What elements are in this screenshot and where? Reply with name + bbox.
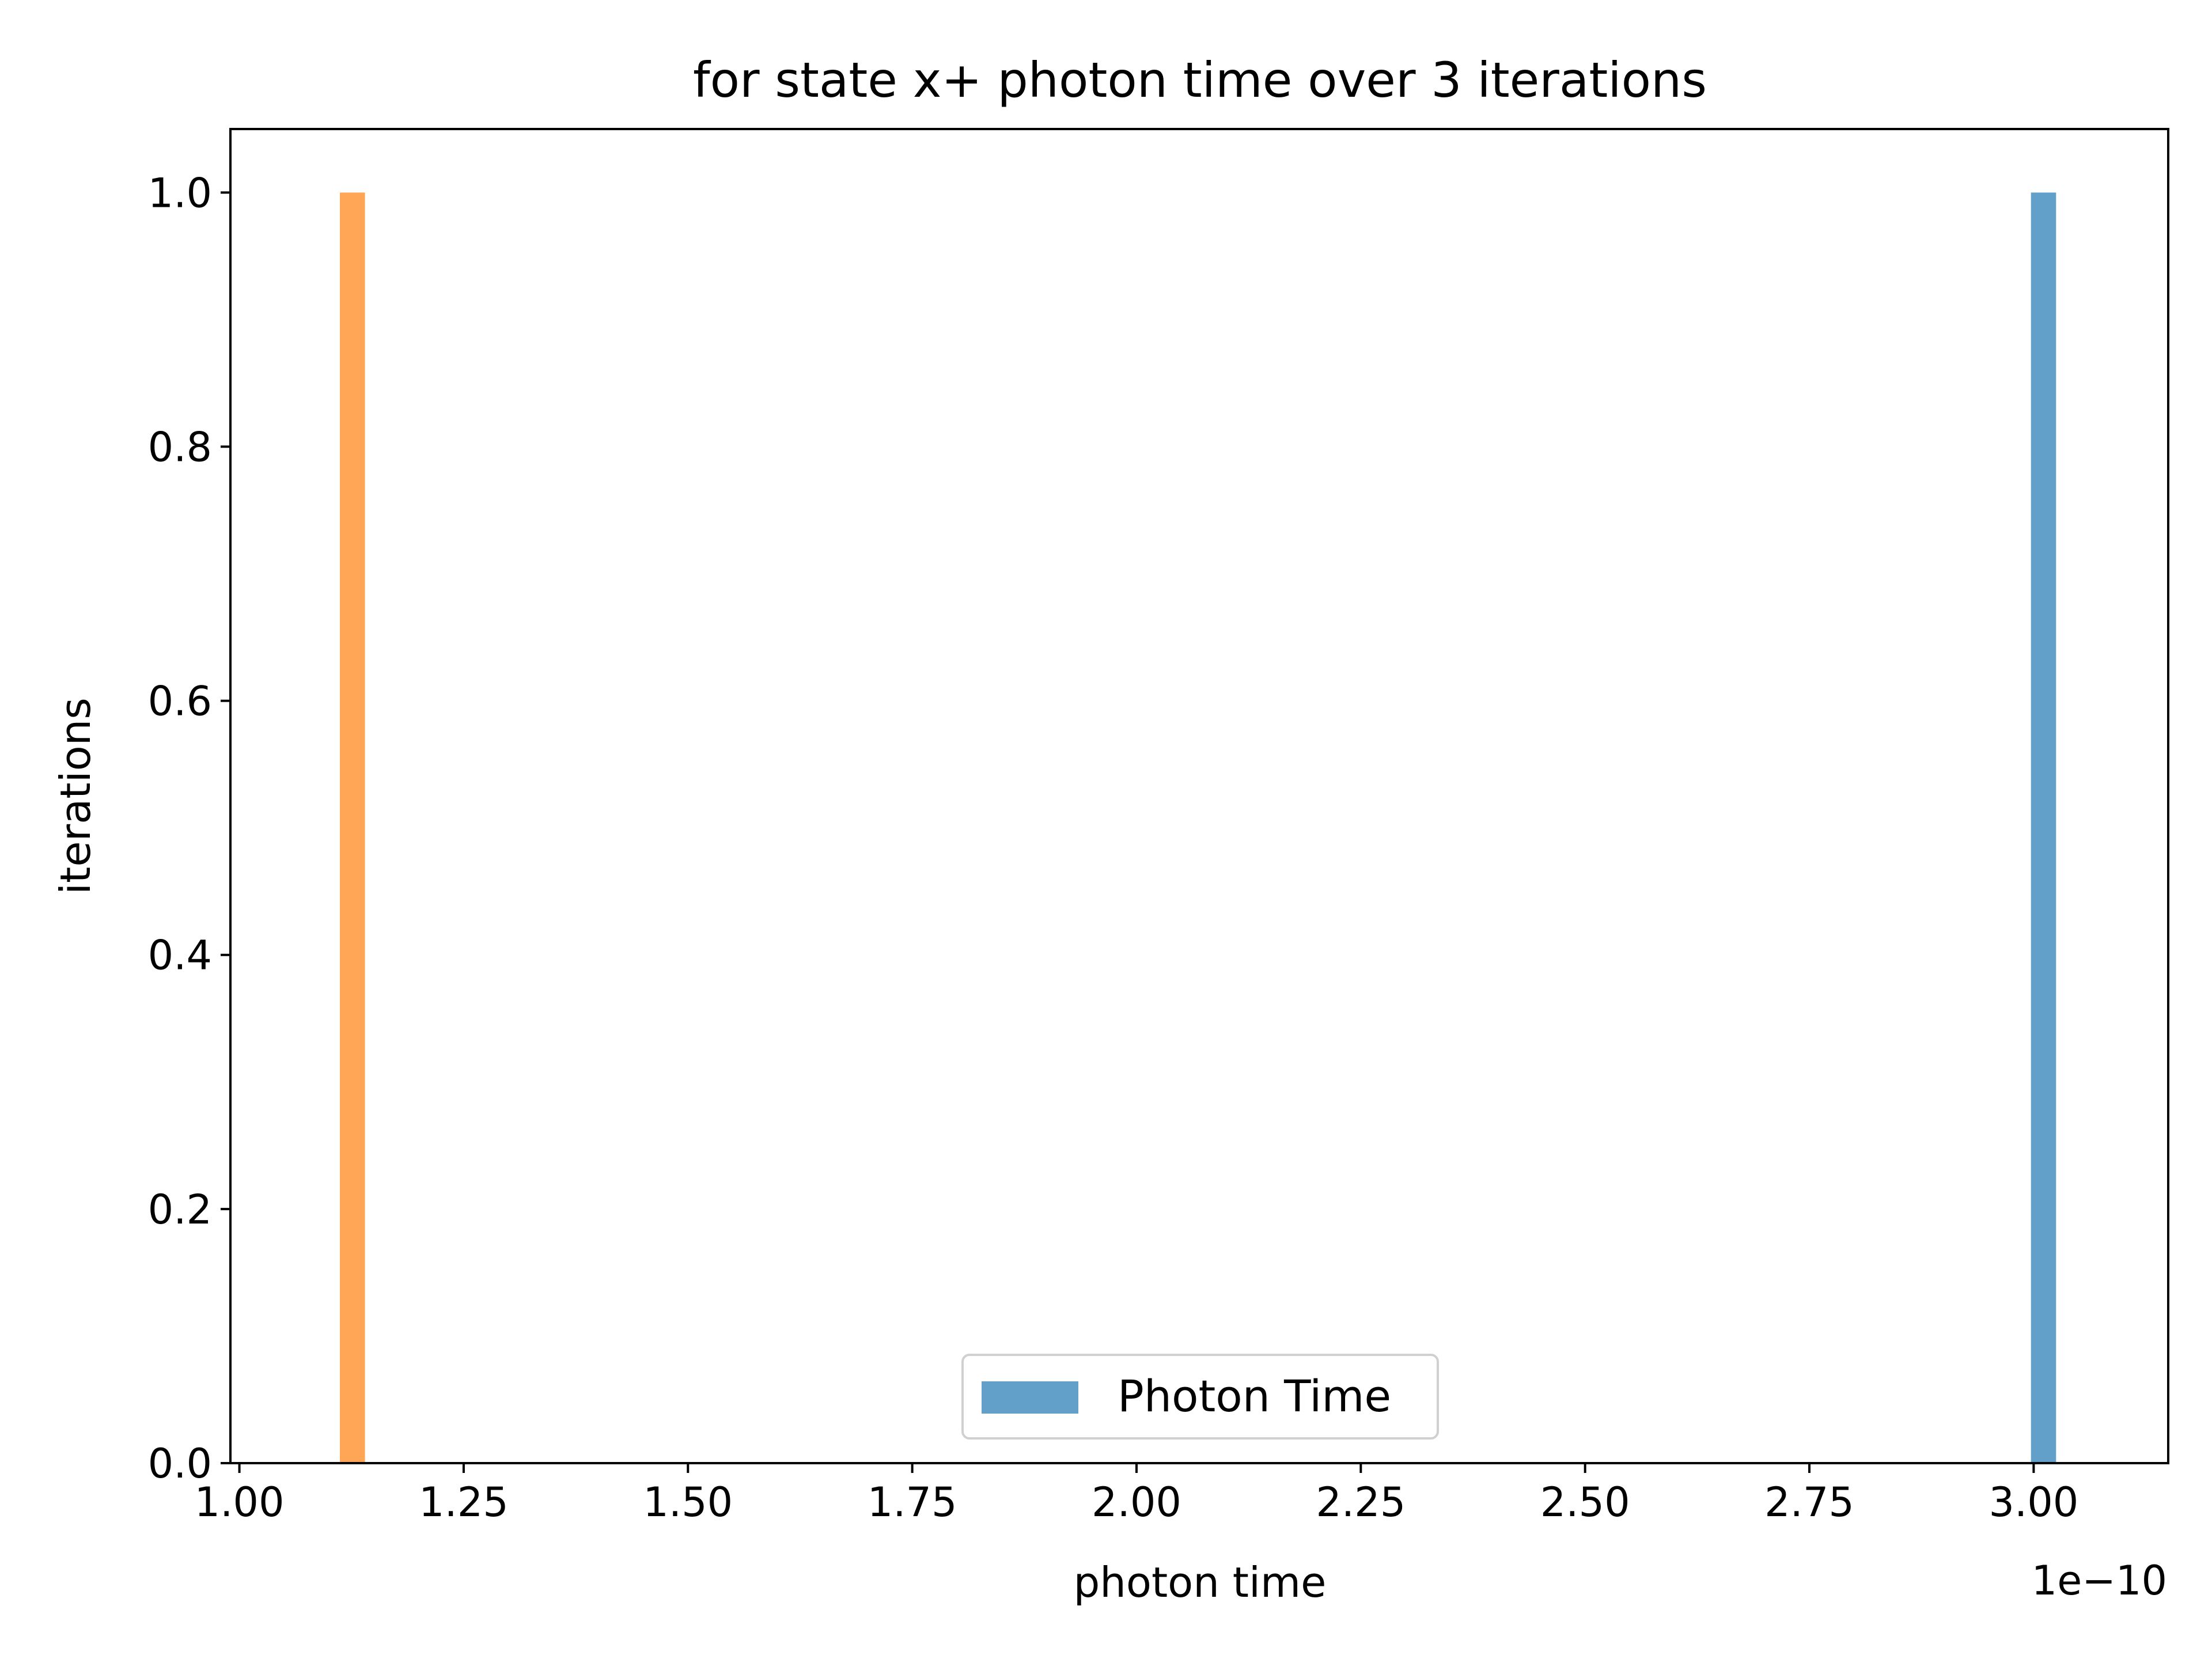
y-tick-label: 0.0 xyxy=(148,1440,212,1487)
legend-swatch-photon-time xyxy=(982,1381,1078,1414)
y-tick-label: 0.6 xyxy=(148,678,212,725)
x-tick-label: 1.25 xyxy=(419,1479,509,1526)
x-tick-label: 2.00 xyxy=(1092,1479,1181,1526)
y-tick-label: 0.2 xyxy=(148,1186,212,1233)
x-tick-label: 3.00 xyxy=(1988,1479,2078,1526)
legend: Photon Time xyxy=(961,1354,1439,1440)
y-tick-label: 1.0 xyxy=(148,169,212,217)
y-axis-ticks: 0.0 0.2 0.4 0.6 0.8 1.0 xyxy=(148,169,230,1487)
x-tick-label: 2.50 xyxy=(1540,1479,1630,1526)
x-tick-label: 2.75 xyxy=(1764,1479,1854,1526)
bars-layer xyxy=(340,192,2056,1464)
x-axis-ticks: 1.00 1.25 1.50 1.75 2.00 2.25 2.50 2.75 3.00 xyxy=(195,1463,2078,1526)
plot-frame xyxy=(229,128,2169,1464)
x-axis-offset-label: 1e−10 xyxy=(2032,1557,2167,1604)
y-tick-label: 0.8 xyxy=(148,423,212,471)
x-tick-label: 1.75 xyxy=(868,1479,957,1526)
x-axis-label: photon time xyxy=(1074,1558,1327,1607)
x-tick-label: 2.25 xyxy=(1316,1479,1406,1526)
legend-label-photon-time: Photon Time xyxy=(1118,1370,1391,1422)
y-axis-label: iterations xyxy=(51,698,100,895)
x-tick-label: 1.50 xyxy=(643,1479,733,1526)
y-tick-label: 0.4 xyxy=(148,932,212,979)
bar-series-2-1 xyxy=(340,192,365,1464)
chart-title: for state x+ photon time over 3 iteratio… xyxy=(693,52,1707,108)
bar-photon-time-1 xyxy=(2031,192,2056,1464)
legend-box xyxy=(961,1354,1439,1440)
x-tick-label: 1.00 xyxy=(195,1479,285,1526)
